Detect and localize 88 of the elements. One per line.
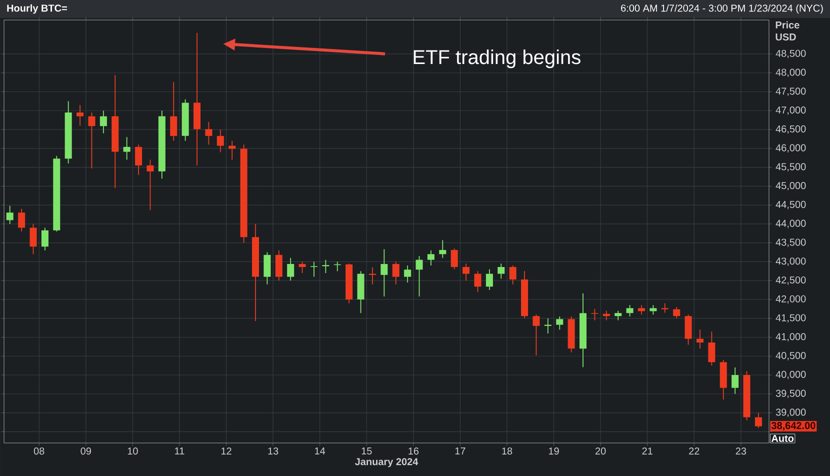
candlestick xyxy=(696,329,704,350)
x-tick-label: 16 xyxy=(408,448,419,455)
candlestick xyxy=(427,250,434,266)
y-tick-label: 45,500 xyxy=(776,163,806,172)
candlestick xyxy=(532,314,540,356)
candlestick xyxy=(88,112,96,169)
candlestick xyxy=(135,144,142,176)
y-tick-label: 39,500 xyxy=(776,390,806,398)
x-tick-label: 17 xyxy=(455,448,466,454)
candlestick xyxy=(474,270,482,292)
candlestick xyxy=(626,304,634,317)
y-tick-label: 40,500 xyxy=(776,352,806,360)
candlestick xyxy=(123,136,130,160)
candlestick xyxy=(450,248,458,270)
candlestick xyxy=(661,302,668,314)
y-tick-label: 47,000 xyxy=(776,106,806,115)
candlestick xyxy=(650,304,657,316)
y-tick-label: 41,000 xyxy=(776,333,806,342)
x-tick-label: 08 xyxy=(34,448,44,455)
candlestick xyxy=(6,205,14,224)
text: 38,642.00 xyxy=(771,422,816,431)
candlestick xyxy=(380,248,388,297)
x-tick-label: 21 xyxy=(642,448,652,454)
x-tick-label: 20 xyxy=(596,448,606,455)
candlestick xyxy=(732,367,739,394)
x-tick-label: 11 xyxy=(175,448,184,454)
y-tick-label: 46,500 xyxy=(776,125,806,134)
annotation: ETF trading begins xyxy=(414,50,580,68)
x-tick-label: 09 xyxy=(80,448,91,455)
y-tick-label: 45,000 xyxy=(776,182,806,190)
candlestick xyxy=(404,265,412,283)
candlestick xyxy=(754,412,762,428)
candlestick xyxy=(287,257,294,282)
candlestick xyxy=(170,81,178,142)
candlestick xyxy=(591,308,598,321)
candlestick xyxy=(498,263,505,280)
x-tick-label: 18 xyxy=(502,448,512,455)
candlestick xyxy=(509,265,516,285)
candlestick xyxy=(708,331,716,366)
y-tick-label: 39,000 xyxy=(776,408,806,417)
candlestick xyxy=(216,129,224,153)
y-tick-label: 42,000 xyxy=(776,295,806,304)
candlestick xyxy=(41,227,48,251)
x-tick-label: 19 xyxy=(548,448,559,455)
candlestick xyxy=(673,306,680,319)
x-tick-label: 23 xyxy=(736,448,746,455)
candlestick xyxy=(416,256,423,297)
candlestick xyxy=(264,252,271,285)
y-tick-label: 48,500 xyxy=(776,50,806,58)
chart-subtitle: 6:00 AM 1/7/2024 - 3:00 PM 1/23/2024 (NYC) xyxy=(621,4,823,14)
x-tick-label: 12 xyxy=(221,448,232,454)
chart-title: Hourly BTC= xyxy=(7,4,67,14)
x-axis-title: January 2024 xyxy=(354,458,418,468)
candlestick xyxy=(76,104,84,126)
y-tick-label: 48,000 xyxy=(776,68,806,78)
y-tick-label: 44,500 xyxy=(776,200,806,210)
x-tick-label: 10 xyxy=(128,448,138,455)
candlestick xyxy=(100,110,107,134)
candlestick xyxy=(18,208,26,232)
y-tick-label: 43,500 xyxy=(776,238,806,247)
y-tick-label: 44,000 xyxy=(776,220,806,228)
y-tick-label: 47,500 xyxy=(776,88,806,96)
candlestick xyxy=(392,261,400,285)
candlestick xyxy=(684,314,692,346)
y-tick-label: 43,000 xyxy=(776,258,806,266)
candlestick xyxy=(556,316,564,330)
y-axis-title: Price USD xyxy=(776,21,800,41)
candlestick xyxy=(462,263,470,282)
candlestick xyxy=(486,268,493,290)
candlestick xyxy=(228,140,236,160)
x-tick-label: 13 xyxy=(268,448,278,455)
candlestick xyxy=(614,310,622,321)
candlestick xyxy=(205,122,212,146)
candlestick xyxy=(30,223,37,255)
y-tick-label: 40,000 xyxy=(776,370,806,380)
y-tick-label: 46,000 xyxy=(776,144,806,153)
candlestick xyxy=(275,250,282,282)
candlestick xyxy=(310,261,318,278)
candlestick xyxy=(638,304,646,316)
x-tick-label: 14 xyxy=(315,448,326,454)
candlestick xyxy=(146,159,154,210)
y-tick-label: 41,500 xyxy=(776,314,806,322)
text: Auto xyxy=(771,434,794,442)
candlestick xyxy=(298,261,306,274)
y-tick-label: 42,500 xyxy=(776,276,806,285)
candlestick xyxy=(439,240,446,258)
x-tick-label: 15 xyxy=(362,448,372,454)
x-tick-label: 22 xyxy=(689,448,700,454)
